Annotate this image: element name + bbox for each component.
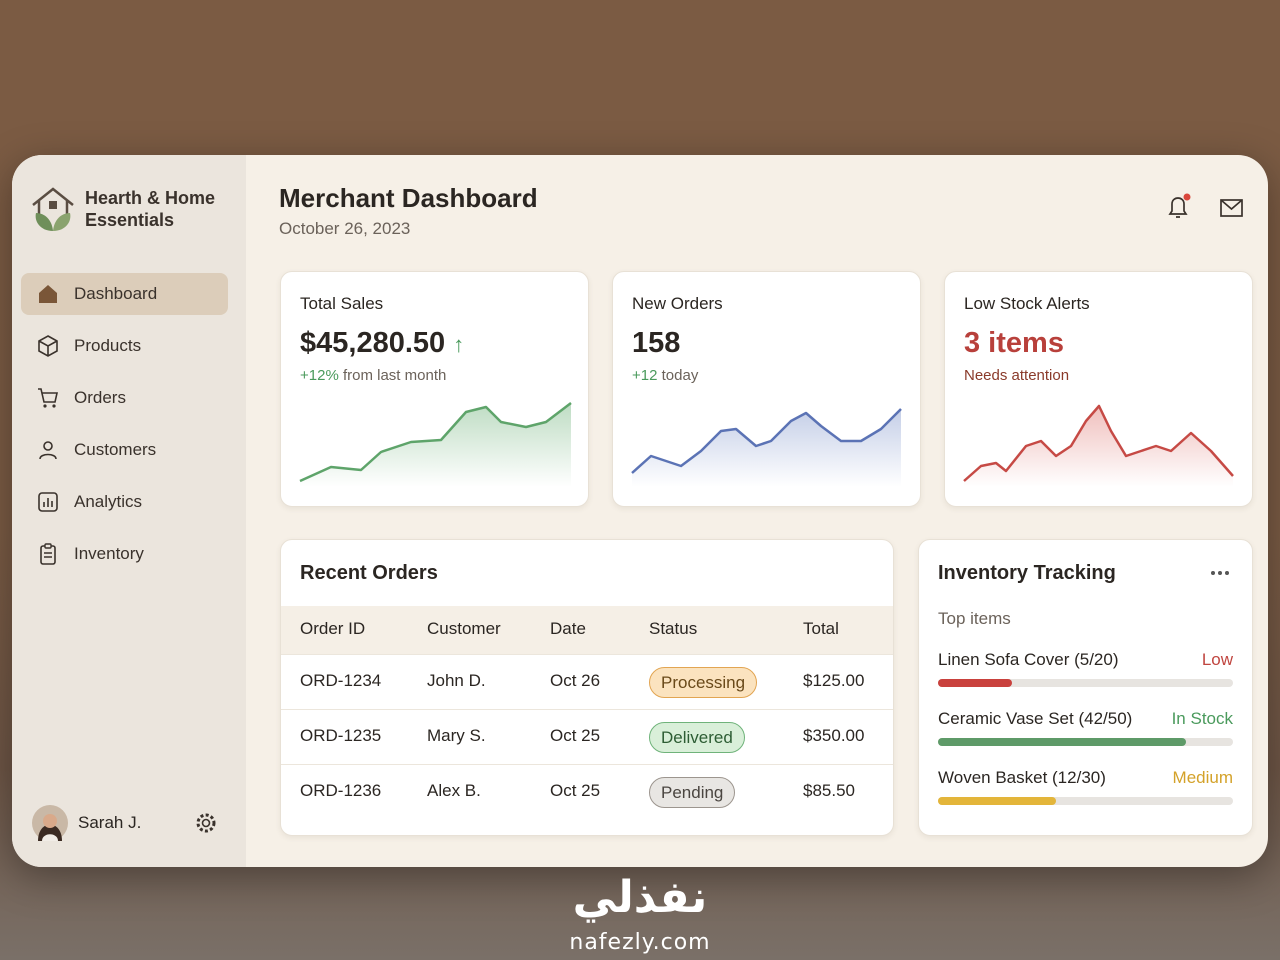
column-header: Order ID	[300, 619, 366, 638]
column-header: Total	[803, 619, 839, 638]
table-cell: $125.00	[803, 671, 865, 690]
table-cell: ORD-1235	[300, 726, 382, 745]
item-label: Woven Basket (12/30)	[938, 768, 1106, 787]
progress-bar	[938, 679, 1012, 687]
nav-item[interactable]: Analytics	[21, 481, 228, 523]
value-text: $45,280.50	[300, 327, 446, 359]
notification-icon[interactable]	[1166, 193, 1192, 221]
card-subtitle: Top items	[938, 609, 1011, 628]
table-cell: Alex B.	[427, 781, 481, 800]
card-note: +12 today	[632, 367, 698, 384]
page-title: Merchant Dashboard	[279, 183, 538, 213]
card-title: Inventory Tracking	[938, 562, 1116, 584]
nav-item[interactable]: Products	[21, 325, 228, 367]
nav-label[interactable]: Customers	[74, 440, 157, 459]
brand-name: Hearth & Home Essentials	[85, 188, 216, 230]
column-header: Customer	[427, 619, 501, 638]
nav-item[interactable]: Customers	[21, 429, 228, 471]
table-row[interactable]: ORD-1236 Alex B. Oct 25 Pending $85.50	[281, 764, 893, 819]
card-value: 3 items	[964, 327, 1064, 359]
kpi-card: New Orders 158 +12 today	[612, 271, 921, 507]
item-status: Medium	[1172, 768, 1233, 787]
nav-icon	[40, 543, 56, 565]
card-title: New Orders	[632, 294, 723, 313]
avatar[interactable]	[32, 805, 68, 841]
status-pill: Pending	[649, 777, 736, 808]
change: +12	[632, 367, 658, 384]
nav-label[interactable]: Products	[74, 336, 142, 355]
table-cell: Oct 25	[550, 781, 601, 800]
table-header: Order ID Customer Date Status Total	[281, 606, 893, 654]
nav-label[interactable]: Inventory	[74, 544, 144, 563]
table-cell: Oct 26	[550, 671, 601, 690]
status-pill: Processing	[649, 667, 758, 698]
table-cell: Oct 25	[550, 726, 601, 745]
card-value: $45,280.50 ↑	[300, 327, 464, 360]
item-status: Low	[1201, 650, 1233, 669]
progress-track	[938, 679, 1233, 687]
table-cell: $85.50	[803, 781, 855, 800]
more-menu[interactable]	[1210, 570, 1230, 576]
nav-item[interactable]: Dashboard	[21, 273, 228, 315]
logo	[32, 187, 74, 231]
watermark-arabic: نفذلي	[572, 872, 708, 923]
nav-icon	[38, 388, 58, 408]
nav-icon	[39, 285, 57, 303]
watermark-latin: nafezly.com	[569, 930, 711, 955]
sidebar: Hearth & Home Essentials Dashboard Produ…	[12, 155, 246, 867]
table-cell: ORD-1236	[300, 781, 382, 800]
progress-bar	[938, 738, 1186, 746]
table-cell: $350.00	[803, 726, 865, 745]
column-header: Status	[649, 619, 698, 638]
mail-icon[interactable]	[1219, 197, 1245, 219]
up-arrow: ↑	[453, 332, 465, 357]
nav-label[interactable]: Analytics	[74, 492, 143, 511]
item-label: Linen Sofa Cover (5/20)	[938, 650, 1119, 669]
nav-item[interactable]: Orders	[21, 377, 228, 419]
kpi-card: Total Sales $45,280.50 ↑ +12% from last …	[280, 271, 589, 507]
kpi-card: Low Stock Alerts 3 items Needs attention	[944, 271, 1253, 507]
settings-icon[interactable]	[194, 811, 218, 835]
card-note: +12% from last month	[300, 367, 446, 384]
inventory-card: Inventory Tracking Top items Linen Sofa …	[918, 539, 1253, 836]
app-window: Hearth & Home Essentials Dashboard Produ…	[12, 155, 1268, 867]
nav-label[interactable]: Orders	[74, 388, 126, 407]
status-pill: Delivered	[649, 722, 745, 753]
sparkline	[299, 402, 572, 487]
table-row[interactable]: ORD-1234 John D. Oct 26 Processing $125.00	[281, 654, 893, 709]
progress-track	[938, 738, 1233, 746]
nav-icon	[38, 492, 58, 512]
table-cell: Mary S.	[427, 726, 486, 745]
table-row[interactable]: ORD-1235 Mary S. Oct 25 Delivered $350.00	[281, 709, 893, 764]
user-name: Sarah J.	[78, 813, 142, 832]
nav-item[interactable]: Inventory	[21, 533, 228, 575]
change: +12%	[300, 367, 339, 384]
table-cell: ORD-1234	[300, 671, 382, 690]
item-label: Ceramic Vase Set (42/50)	[938, 709, 1133, 728]
sparkline	[963, 404, 1234, 487]
note: from last month	[342, 367, 447, 384]
card-title: Recent Orders	[300, 562, 438, 584]
item-status: In Stock	[1171, 709, 1233, 728]
nav-icon	[39, 441, 57, 460]
column-header: Date	[550, 619, 586, 638]
card-title: Low Stock Alerts	[964, 294, 1090, 313]
orders-card: Recent Orders Order ID Customer Date Status…	[280, 539, 894, 836]
page-date: October 26, 2023	[279, 219, 411, 238]
note: today	[661, 367, 699, 384]
progress-bar	[938, 797, 1056, 805]
card-note: Needs attention	[964, 367, 1070, 384]
card-title: Total Sales	[300, 294, 384, 313]
sparkline	[631, 408, 902, 487]
nav-label[interactable]: Dashboard	[74, 284, 158, 303]
table-cell: John D.	[427, 671, 486, 690]
progress-track	[938, 797, 1233, 805]
nav-icon	[38, 335, 58, 357]
card-value: 158	[632, 327, 681, 359]
